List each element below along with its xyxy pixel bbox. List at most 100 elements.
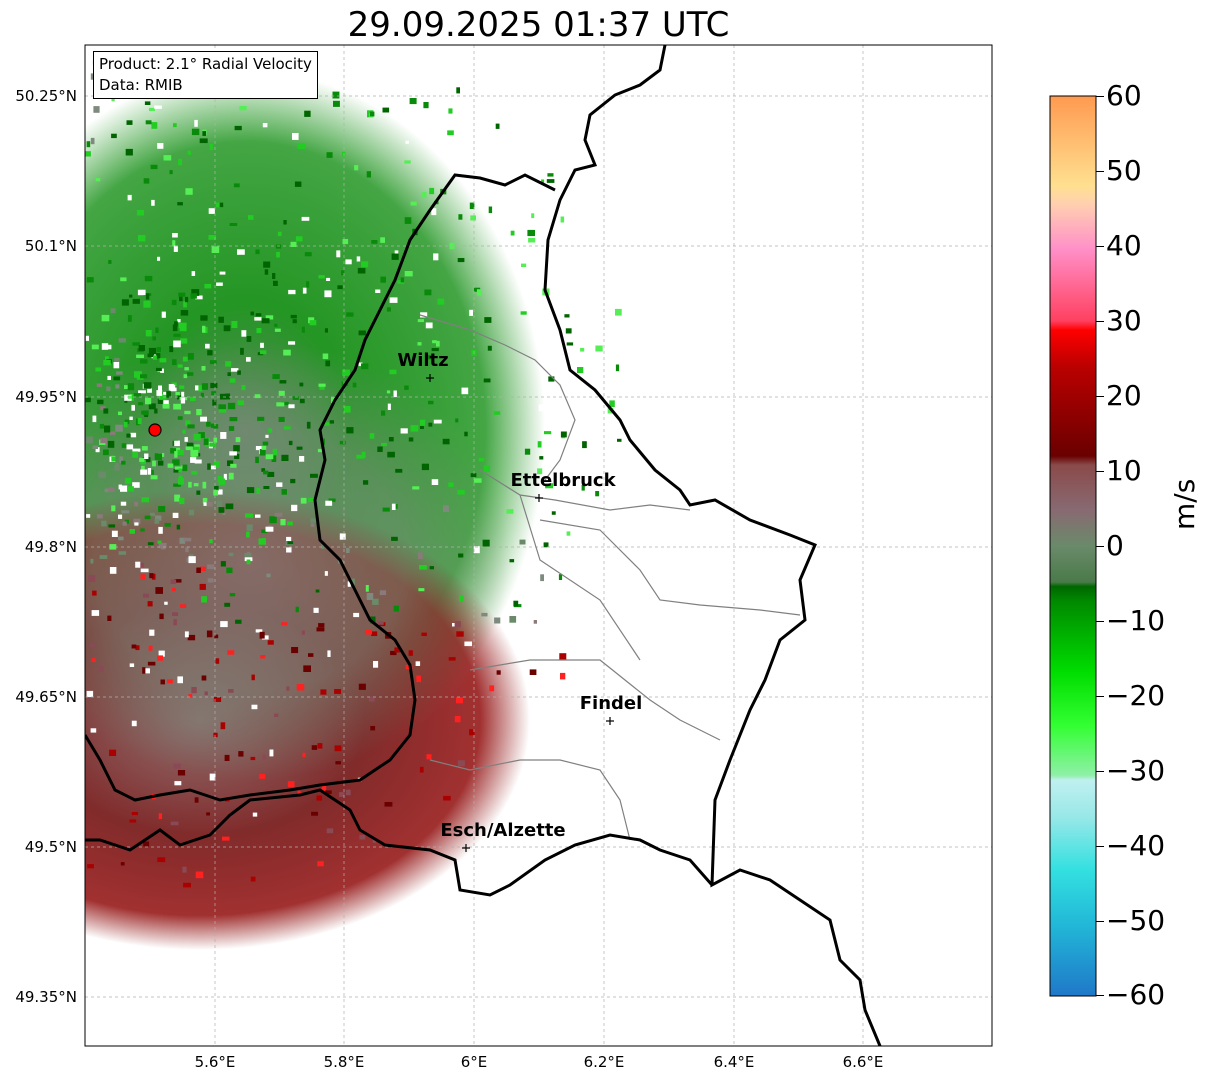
radar-echo-pixel [151,199,155,206]
radar-echo-pixel [255,249,260,255]
radar-echo-pixel [158,393,167,400]
radar-echo-pixel [302,287,307,294]
radar-echo-pixel [393,390,397,398]
radar-echo-pixel [120,277,127,282]
radar-echo-pixel [424,128,430,135]
radar-echo-pixel [456,631,464,637]
radar-echo-pixel [201,596,207,603]
radar-echo-pixel [157,398,163,404]
colorbar-tick [1096,696,1104,697]
radar-echo-pixel [353,612,360,618]
radar-echo-pixel [388,437,394,442]
radar-echo-pixel [239,106,247,111]
radar-echo-pixel [200,315,208,321]
colorbar-tick [1096,246,1104,247]
radar-echo-pixel [190,457,197,463]
radar-echo-pixel [287,541,294,545]
radar-echo-pixel [199,138,208,144]
radar-echo-pixel [539,456,544,460]
radar-echo-pixel [545,483,553,489]
lat-label-49-8: 49.8°N [24,538,77,556]
radar-echo-pixel [151,122,158,129]
radar-echo-pixel [207,564,215,570]
radar-echo-pixel [152,336,156,341]
radar-echo-pixel [246,357,251,362]
radar-echo-pixel [420,426,424,429]
radar-echo-pixel [324,290,332,298]
radar-echo-pixel [208,208,215,214]
radar-echo-pixel [173,619,177,626]
radar-echo-pixel [527,229,535,237]
radar-echo-pixel [187,634,196,641]
radar-echo-pixel [202,481,207,489]
radar-echo-pixel [135,645,140,651]
radar-echo-pixel [390,650,397,656]
radar-echo-pixel [201,383,208,390]
radar-echo-pixel [419,565,427,570]
radar-echo-pixel [237,249,245,255]
radar-echo-pixel [173,333,181,337]
radar-echo-pixel [110,431,116,435]
radar-echo-pixel [194,459,202,464]
radar-echo-pixel [140,574,146,580]
radar-echo-pixel [178,292,186,297]
radar-echo-pixel [137,418,142,425]
radar-echo-pixel [324,422,330,426]
radar-echo-pixel [452,623,456,627]
radar-echo-pixel [291,504,298,512]
radar-echo-pixel [384,802,393,807]
radar-echo-pixel [560,431,567,438]
radar-echo-pixel [464,641,472,647]
radar-echo-pixel [316,795,323,801]
radar-echo-pixel [157,857,166,863]
radar-site-icon[interactable] [148,423,162,437]
radar-echo-pixel [294,181,302,187]
radar-echo-pixel [379,590,387,596]
radar-echo-pixel [564,314,570,318]
colorbar-gradient [1049,95,1097,997]
radar-echo-pixel [416,675,421,683]
radar-echo-pixel [190,396,196,402]
radar-site-marker[interactable] [148,423,162,437]
radar-echo-pixel [244,557,253,562]
radar-echo-pixel [153,355,157,360]
radar-echo-pixel [99,555,108,559]
radar-echo-pixel [263,470,269,475]
radar-echo-pixel [180,604,187,608]
radar-echo-pixel [173,447,181,454]
radar-echo-pixel [178,478,184,485]
city-label-ettelbruck: Ettelbruck [510,470,616,491]
radar-echo-pixel [412,486,420,490]
colorbar-label-50: 50 [1106,154,1142,187]
radar-echo-pixel [544,467,553,472]
radar-echo-layer [85,60,625,950]
radar-echo-pixel [127,486,134,492]
radar-echo-pixel [172,240,176,247]
radar-echo-pixel [275,244,282,249]
radar-echo-pixel [100,406,106,411]
radar-echo-pixel [178,468,182,473]
radar-echo-pixel [551,511,556,515]
radar-echo-pixel [187,372,194,376]
radar-echo-pixel [202,131,206,136]
radar-echo-pixel [272,448,277,456]
radar-echo-pixel [386,390,391,394]
radar-echo-pixel [339,533,346,540]
radar-echo-pixel [246,487,255,494]
radar-echo-pixel [129,819,137,823]
radar-echo-pixel [297,143,306,149]
radar-echo-pixel [154,518,160,524]
radar-echo-pixel [418,552,423,559]
radar-echo-pixel [310,518,317,523]
radar-echo-pixel [195,385,199,391]
lon-label-6-2: 6.2°E [583,1053,625,1071]
radar-echo-pixel [269,749,274,757]
radar-echo-pixel [473,478,482,483]
radar-echo-pixel [255,629,263,633]
radar-echo-pixel [228,689,234,693]
radar-echo-pixel [206,812,210,816]
radar-echo-pixel [400,277,405,283]
radar-echo-pixel [286,547,292,553]
radar-echo-pixel [377,446,383,452]
